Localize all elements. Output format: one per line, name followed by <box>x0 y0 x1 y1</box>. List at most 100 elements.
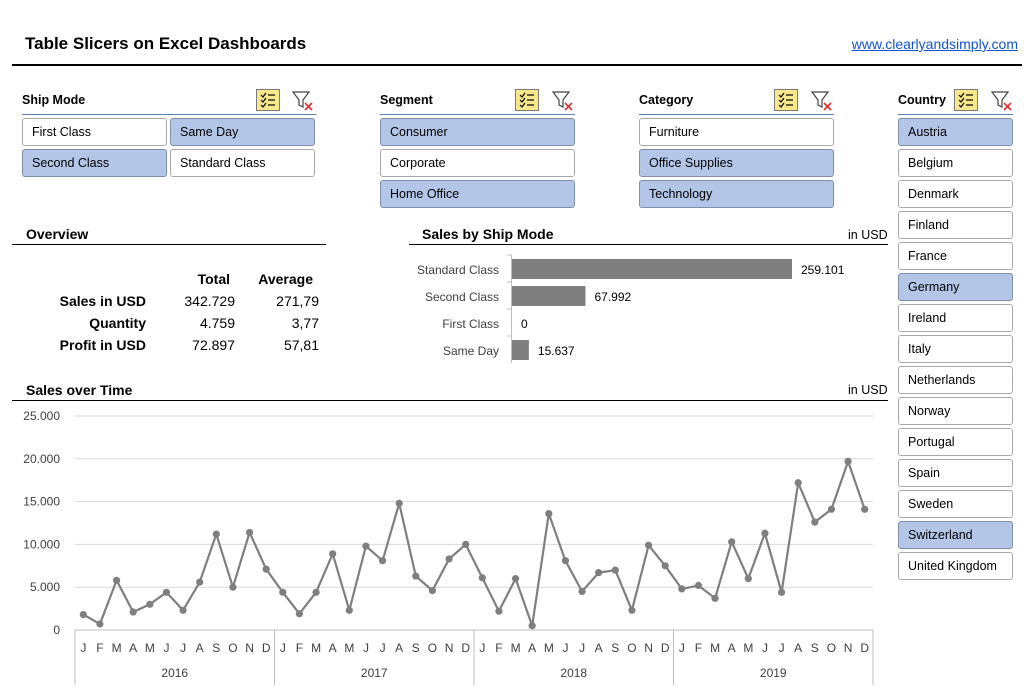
slicer-button[interactable]: Denmark <box>898 180 1013 208</box>
data-point <box>578 587 586 596</box>
ship-mode-bar-chart: Standard Class 259.101 Second Class 67.992 F… <box>417 254 845 363</box>
slicer-button[interactable]: Portugal <box>898 428 1013 456</box>
slicer-button[interactable]: Consumer <box>380 118 575 146</box>
data-point <box>262 565 270 573</box>
slicer-button[interactable]: Belgium <box>898 149 1013 177</box>
data-point <box>478 574 486 582</box>
slicer-button[interactable]: Switzerland <box>898 521 1013 549</box>
bar-category-label: Standard Class <box>417 263 499 277</box>
slicer-button[interactable]: Standard Class <box>170 149 315 177</box>
data-point <box>462 540 470 548</box>
month-label: J <box>363 641 369 655</box>
slicer-button[interactable]: Italy <box>898 335 1013 363</box>
month-label: D <box>461 641 470 655</box>
data-point <box>545 509 553 518</box>
slicer-button[interactable]: Netherlands <box>898 366 1013 394</box>
month-label: N <box>445 641 454 655</box>
month-label: J <box>779 641 785 655</box>
slicer-button[interactable]: Corporate <box>380 149 575 177</box>
month-label: D <box>860 641 869 655</box>
data-point <box>495 607 503 615</box>
month-label: M <box>311 641 321 655</box>
data-point <box>827 505 836 513</box>
slicer-button[interactable]: United Kingdom <box>898 552 1013 580</box>
data-point <box>794 479 802 487</box>
overview-row-label: Profit in USD <box>59 337 146 353</box>
multi-select-icon[interactable] <box>515 89 539 111</box>
multi-select-icon[interactable] <box>954 89 978 111</box>
month-label: M <box>145 641 155 655</box>
slicer-button[interactable]: Technology <box>639 180 834 208</box>
bar <box>512 286 586 306</box>
slicer-button[interactable]: Sweden <box>898 490 1013 518</box>
sales-line <box>82 458 866 627</box>
slicer-button[interactable]: Finland <box>898 211 1013 239</box>
y-tick-label: 15.000 <box>23 495 60 509</box>
y-tick-label: 25.000 <box>23 409 60 423</box>
slicer-button[interactable]: Second Class <box>22 149 167 177</box>
multi-select-icon[interactable] <box>256 89 280 111</box>
data-point <box>661 562 669 570</box>
sales-over-time-title: Sales over Time <box>26 382 133 398</box>
data-point <box>229 583 237 591</box>
month-label: J <box>562 641 568 655</box>
ship-mode-chart-title: Sales by Ship Mode <box>422 226 554 242</box>
data-point <box>146 600 154 608</box>
data-point <box>861 505 869 513</box>
bar <box>512 259 792 279</box>
slicer-button[interactable]: France <box>898 242 1013 270</box>
month-label: M <box>743 641 753 655</box>
slicer-button[interactable]: First Class <box>22 118 167 146</box>
slicer-button[interactable]: Furniture <box>639 118 834 146</box>
month-label: J <box>479 641 485 655</box>
month-label: N <box>644 641 653 655</box>
overview-average-value: 3,77 <box>291 315 319 331</box>
slicer-button[interactable]: Germany <box>898 273 1013 301</box>
month-label: M <box>344 641 354 655</box>
year-label: 2018 <box>560 666 587 680</box>
data-point <box>628 606 636 614</box>
data-point <box>644 541 653 549</box>
overview-total-value: 342.729 <box>184 293 235 309</box>
year-label: 2019 <box>760 666 787 680</box>
month-label: J <box>579 641 585 655</box>
month-label: O <box>428 641 437 655</box>
overview-column-header: Average <box>258 271 313 287</box>
ship-mode-slicer-rule <box>22 114 316 115</box>
slicer-button[interactable]: Spain <box>898 459 1013 487</box>
month-label: D <box>661 641 670 655</box>
data-point <box>711 594 719 602</box>
month-label: F <box>96 641 103 655</box>
year-label: 2016 <box>161 666 188 680</box>
slicer-button[interactable]: Same Day <box>170 118 315 146</box>
month-label: M <box>710 641 720 655</box>
overview-title: Overview <box>26 226 89 242</box>
multi-select-icon[interactable] <box>774 89 798 111</box>
clear-filter-icon[interactable] <box>989 89 1013 111</box>
data-point <box>312 588 320 596</box>
bar <box>512 340 529 360</box>
month-label: A <box>395 641 403 655</box>
clear-filter-icon[interactable] <box>550 89 574 111</box>
slicer-button[interactable]: Office Supplies <box>639 149 834 177</box>
segment-slicer-rule <box>380 114 575 115</box>
website-link[interactable]: www.clearlyandsimply.com <box>851 36 1018 52</box>
clear-filter-icon[interactable] <box>809 89 833 111</box>
data-point <box>162 588 171 596</box>
slicer-button[interactable]: Norway <box>898 397 1013 425</box>
overview-total-value: 72.897 <box>192 337 235 353</box>
data-point <box>445 555 453 563</box>
clear-filter-icon[interactable] <box>290 89 314 111</box>
month-label: N <box>844 641 853 655</box>
data-point <box>212 530 220 538</box>
slicer-button[interactable]: Ireland <box>898 304 1013 332</box>
sales-over-time-line-chart: 0 5.000 10.000 15.000 20.000 25.000 2016 2017 20… <box>23 409 874 685</box>
data-point <box>395 499 403 507</box>
slicer-button[interactable]: Austria <box>898 118 1013 146</box>
data-point <box>295 610 304 618</box>
month-label: A <box>728 641 736 655</box>
slicer-button[interactable]: Home Office <box>380 180 575 208</box>
data-point <box>129 608 137 616</box>
month-label: A <box>528 641 536 655</box>
data-point <box>412 572 420 580</box>
